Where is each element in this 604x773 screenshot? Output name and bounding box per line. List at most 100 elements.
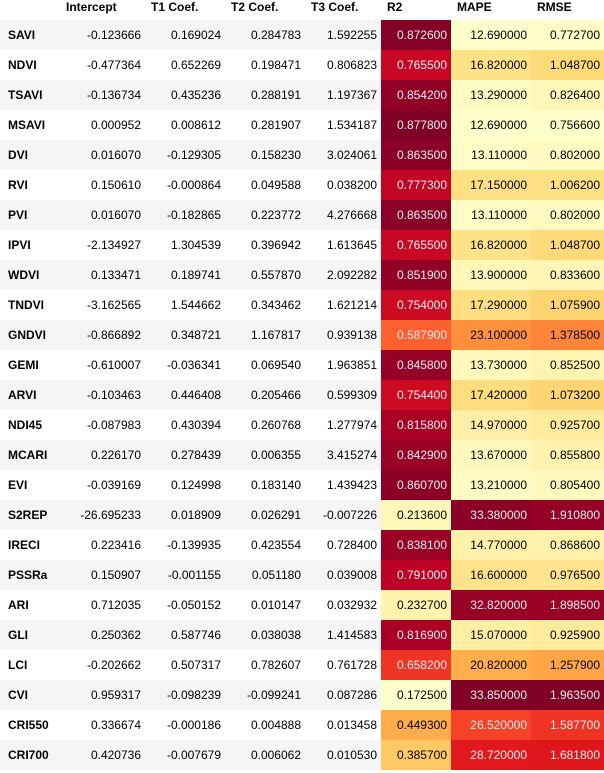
row-label: RVI (0, 170, 60, 200)
row-label: PSSRa (0, 560, 60, 590)
cell-t3-coef: 3.415274 (305, 440, 381, 470)
table-row: PVI 0.016070 -0.182865 0.223772 4.276668 0.86… (0, 200, 604, 230)
row-label: MCARI (0, 440, 60, 470)
cell-mape: 16.820000 (451, 50, 531, 80)
cell-t1-coef: -0.000864 (145, 170, 225, 200)
cell-mape: 33.850000 (451, 680, 531, 710)
cell-r2: 0.791000 (381, 560, 451, 590)
cell-t1-coef: -0.139935 (145, 530, 225, 560)
cell-mape: 17.150000 (451, 170, 531, 200)
table-row: LCI -0.202662 0.507317 0.782607 0.761728 0.65… (0, 650, 604, 680)
cell-rmse: 0.976500 (531, 560, 604, 590)
cell-mape: 14.970000 (451, 410, 531, 440)
cell-mape: 12.690000 (451, 20, 531, 50)
cell-t2-coef: -0.099241 (225, 680, 305, 710)
cell-mape: 17.420000 (451, 380, 531, 410)
table-row: SAVI -0.123666 0.169024 0.284783 1.592255 0.8… (0, 20, 604, 50)
cell-r2: 0.777300 (381, 170, 451, 200)
cell-t1-coef: 0.189741 (145, 260, 225, 290)
cell-t3-coef: 0.032932 (305, 590, 381, 620)
cell-t3-coef: 1.197367 (305, 80, 381, 110)
row-label: CVI (0, 680, 60, 710)
header-t1-coef: T1 Coef. (151, 0, 199, 14)
cell-t3-coef: 0.728400 (305, 530, 381, 560)
cell-r2: 0.851900 (381, 260, 451, 290)
cell-t1-coef: -0.050152 (145, 590, 225, 620)
cell-t2-coef: 0.004888 (225, 710, 305, 740)
row-label: GNDVI (0, 320, 60, 350)
cell-t2-coef: 0.260768 (225, 410, 305, 440)
row-label: MSAVI (0, 110, 60, 140)
cell-r2: 0.838100 (381, 530, 451, 560)
table-row: ARI 0.712035 -0.050152 0.010147 0.032932 0.23… (0, 590, 604, 620)
cell-rmse: 0.805400 (531, 470, 604, 500)
cell-t1-coef: 1.304539 (145, 230, 225, 260)
table-row: CRI700 0.420736 -0.007679 0.006062 0.010530 0… (0, 740, 604, 770)
cell-rmse: 0.802000 (531, 140, 604, 170)
cell-t3-coef: 0.761728 (305, 650, 381, 680)
row-label: LCI (0, 650, 60, 680)
cell-intercept: -3.162565 (60, 290, 145, 320)
cell-t1-coef: -0.000186 (145, 710, 225, 740)
table-row: GNDVI -0.866892 0.348721 1.167817 0.939138 0.… (0, 320, 604, 350)
cell-r2: 0.658200 (381, 650, 451, 680)
cell-r2: 0.845800 (381, 350, 451, 380)
cell-rmse: 0.826400 (531, 80, 604, 110)
cell-t2-coef: 0.183140 (225, 470, 305, 500)
cell-t1-coef: -0.129305 (145, 140, 225, 170)
cell-t2-coef: 0.198471 (225, 50, 305, 80)
cell-t2-coef: 0.205466 (225, 380, 305, 410)
cell-t3-coef: 1.963851 (305, 350, 381, 380)
cell-intercept: 0.226170 (60, 440, 145, 470)
cell-r2: 0.587900 (381, 320, 451, 350)
row-label: EVI (0, 470, 60, 500)
row-label: NDI45 (0, 410, 60, 440)
row-label: IRECI (0, 530, 60, 560)
cell-r2: 0.854200 (381, 80, 451, 110)
cell-rmse: 0.925900 (531, 620, 604, 650)
cell-t2-coef: 0.223772 (225, 200, 305, 230)
cell-t3-coef: 1.277974 (305, 410, 381, 440)
row-label: IPVI (0, 230, 60, 260)
cell-t3-coef: -0.007226 (305, 500, 381, 530)
cell-intercept: 0.133471 (60, 260, 145, 290)
cell-rmse: 0.833600 (531, 260, 604, 290)
cell-t3-coef: 1.534187 (305, 110, 381, 140)
cell-intercept: -0.610007 (60, 350, 145, 380)
cell-rmse: 0.756600 (531, 110, 604, 140)
cell-t2-coef: 0.343462 (225, 290, 305, 320)
cell-t2-coef: 1.167817 (225, 320, 305, 350)
cell-intercept: -0.202662 (60, 650, 145, 680)
cell-t1-coef: -0.098239 (145, 680, 225, 710)
cell-t1-coef: 0.430394 (145, 410, 225, 440)
cell-r2: 0.232700 (381, 590, 451, 620)
cell-r2: 0.816900 (381, 620, 451, 650)
cell-t1-coef: 0.008612 (145, 110, 225, 140)
table-row: ARVI -0.103463 0.446408 0.205466 0.599309 0.7… (0, 380, 604, 410)
cell-intercept: 0.250362 (60, 620, 145, 650)
cell-t3-coef: 3.024061 (305, 140, 381, 170)
cell-r2: 0.877800 (381, 110, 451, 140)
cell-t2-coef: 0.423554 (225, 530, 305, 560)
cell-r2: 0.754400 (381, 380, 451, 410)
cell-t3-coef: 0.806823 (305, 50, 381, 80)
cell-mape: 13.730000 (451, 350, 531, 380)
cell-mape: 20.820000 (451, 650, 531, 680)
cell-rmse: 1.898500 (531, 590, 604, 620)
cell-rmse: 1.048700 (531, 230, 604, 260)
cell-intercept: -0.087983 (60, 410, 145, 440)
cell-t3-coef: 0.010530 (305, 740, 381, 770)
cell-t3-coef: 2.092282 (305, 260, 381, 290)
cell-t2-coef: 0.158230 (225, 140, 305, 170)
cell-mape: 28.720000 (451, 740, 531, 770)
cell-t2-coef: 0.069540 (225, 350, 305, 380)
cell-mape: 12.690000 (451, 110, 531, 140)
table-row: GEMI -0.610007 -0.036341 0.069540 1.963851 0.… (0, 350, 604, 380)
cell-mape: 23.100000 (451, 320, 531, 350)
table-row: EVI -0.039169 0.124998 0.183140 1.439423 0.86… (0, 470, 604, 500)
cell-r2: 0.872600 (381, 20, 451, 50)
cell-intercept: -2.134927 (60, 230, 145, 260)
cell-mape: 13.110000 (451, 200, 531, 230)
cell-t1-coef: 0.435236 (145, 80, 225, 110)
row-label: WDVI (0, 260, 60, 290)
